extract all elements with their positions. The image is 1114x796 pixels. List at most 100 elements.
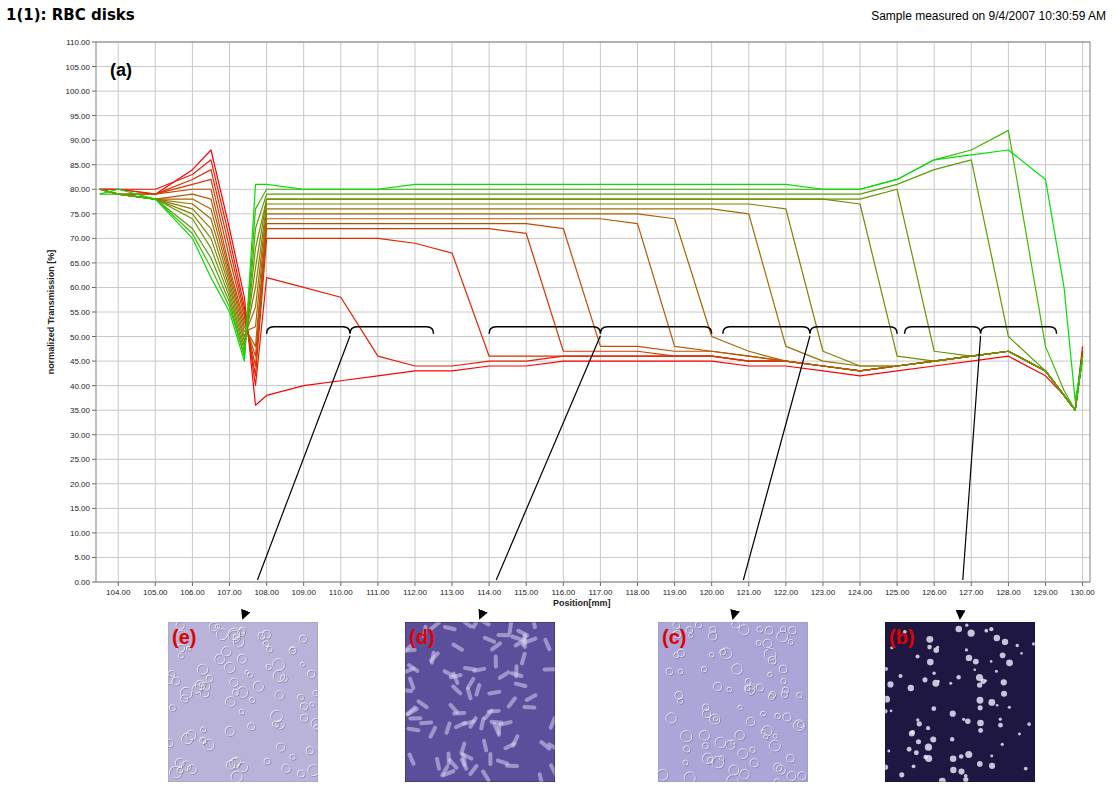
cell-texture bbox=[747, 718, 755, 726]
cell-texture bbox=[714, 683, 722, 691]
cell-texture bbox=[712, 756, 724, 768]
cell-texture bbox=[1006, 659, 1013, 666]
cell-texture bbox=[233, 689, 239, 695]
cell-texture bbox=[700, 731, 710, 741]
cell-texture bbox=[487, 690, 501, 696]
cell-texture bbox=[494, 655, 498, 669]
cell-texture bbox=[756, 640, 761, 645]
y-tick-label: 110.00 bbox=[66, 38, 90, 47]
cell-texture bbox=[510, 734, 520, 748]
cell-texture bbox=[922, 677, 927, 682]
cell-texture bbox=[701, 666, 706, 671]
x-tick-label: 117.00 bbox=[588, 588, 612, 597]
cell-texture bbox=[950, 711, 956, 717]
y-tick bbox=[92, 385, 96, 386]
cell-texture bbox=[263, 641, 269, 647]
cell-texture bbox=[973, 659, 979, 665]
cell-texture bbox=[757, 641, 762, 646]
cell-texture bbox=[315, 726, 318, 731]
cell-texture bbox=[722, 649, 733, 660]
x-tick-label: 104.00 bbox=[106, 588, 131, 597]
x-tick bbox=[748, 582, 749, 586]
cell-texture bbox=[666, 713, 676, 723]
x-grid-line bbox=[971, 42, 972, 582]
arrow-line bbox=[963, 336, 981, 580]
cell-texture bbox=[782, 679, 787, 684]
cell-texture bbox=[955, 626, 962, 633]
cell-texture bbox=[228, 628, 240, 640]
cell-texture bbox=[700, 730, 710, 740]
cell-texture bbox=[168, 739, 173, 747]
cell-texture bbox=[505, 764, 519, 768]
cell-texture bbox=[973, 668, 976, 671]
x-tick-label: 118.00 bbox=[626, 588, 650, 597]
x-tick bbox=[897, 582, 898, 586]
cell-texture bbox=[782, 687, 788, 693]
cell-texture bbox=[407, 676, 416, 691]
cell-texture bbox=[781, 692, 787, 698]
x-grid-line bbox=[118, 42, 119, 582]
x-tick-label: 129.00 bbox=[1033, 588, 1058, 597]
cell-texture bbox=[733, 665, 743, 675]
y-tick bbox=[92, 238, 96, 239]
cell-texture bbox=[238, 655, 247, 664]
cell-texture bbox=[460, 752, 474, 761]
cell-texture bbox=[298, 770, 305, 777]
x-grid-line bbox=[489, 42, 490, 582]
subtitle: Sample measured on 9/4/2007 10:30:59 AM bbox=[871, 9, 1106, 23]
cell-texture bbox=[674, 652, 679, 657]
cell-texture bbox=[721, 648, 732, 659]
cell-texture bbox=[887, 681, 893, 687]
y-tick-label: 65.00 bbox=[70, 259, 91, 268]
cell-texture bbox=[507, 622, 513, 634]
cell-texture bbox=[523, 635, 527, 649]
transmission-profile bbox=[100, 160, 1083, 410]
cell-texture bbox=[514, 664, 518, 678]
y-tick bbox=[92, 66, 96, 67]
cell-texture bbox=[757, 685, 764, 692]
cell-texture bbox=[1032, 642, 1035, 645]
x-grid-line bbox=[785, 42, 786, 582]
cell-texture bbox=[978, 728, 983, 733]
cell-texture bbox=[727, 687, 732, 692]
x-tick bbox=[489, 582, 490, 586]
cell-texture bbox=[898, 674, 902, 678]
cell-texture bbox=[681, 731, 692, 742]
cell-texture bbox=[271, 710, 283, 722]
y-tick-label: 90.00 bbox=[70, 136, 91, 145]
cell-texture bbox=[224, 662, 234, 672]
cell-texture bbox=[179, 654, 184, 659]
y-tick bbox=[92, 410, 96, 411]
cell-texture bbox=[197, 664, 207, 674]
cell-texture bbox=[950, 755, 957, 762]
cell-texture bbox=[1018, 732, 1021, 735]
cell-texture bbox=[298, 694, 304, 700]
cell-texture bbox=[306, 747, 313, 754]
cell-texture bbox=[783, 713, 791, 721]
cell-texture bbox=[216, 655, 226, 665]
x-tick-label: 127.00 bbox=[959, 588, 984, 597]
cell-texture bbox=[885, 709, 888, 713]
x-axis-title: Position[mm] bbox=[553, 598, 611, 608]
x-grid-line bbox=[192, 42, 193, 582]
cell-texture bbox=[447, 751, 451, 765]
cell-texture bbox=[751, 760, 759, 768]
cell-texture bbox=[912, 764, 916, 768]
y-tick bbox=[92, 115, 96, 116]
cell-texture bbox=[675, 691, 683, 699]
cell-texture bbox=[1001, 691, 1007, 697]
cell-texture bbox=[520, 651, 528, 666]
cell-texture bbox=[746, 686, 755, 695]
cell-texture bbox=[444, 721, 452, 736]
cell-texture bbox=[777, 766, 786, 775]
cell-texture bbox=[250, 698, 255, 703]
x-tick-label: 114.00 bbox=[477, 588, 501, 597]
transmission-profile bbox=[100, 189, 1083, 410]
x-grid-line bbox=[340, 42, 341, 582]
cell-texture bbox=[731, 740, 735, 744]
cell-texture bbox=[181, 695, 188, 702]
cell-texture bbox=[408, 716, 422, 720]
cell-texture bbox=[937, 680, 940, 683]
y-tick bbox=[92, 336, 96, 337]
cell-texture bbox=[311, 718, 318, 729]
